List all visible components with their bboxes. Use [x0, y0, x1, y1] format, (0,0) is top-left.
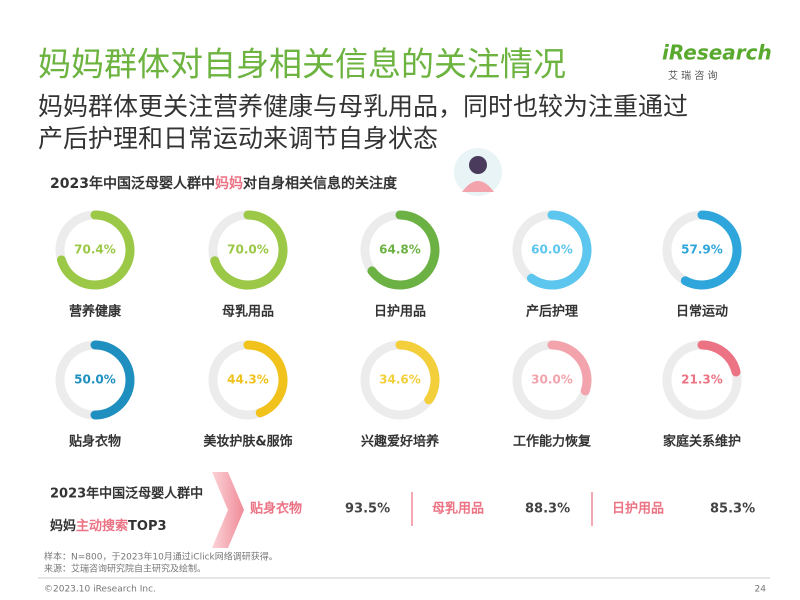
category-label: 家庭关系维护 [663, 434, 741, 450]
value-label: 60.0% [531, 243, 573, 257]
subtitle: 产后护理和日常运动来调节自身状态 [38, 124, 438, 153]
ranking-title-highlight: 主动搜索 [76, 518, 128, 534]
gauge-arc [680, 210, 742, 290]
note: 来源：艾瑞咨询研究院自主研究及绘制。 [44, 563, 206, 575]
value-label: 50.0% [74, 373, 116, 387]
gauge-arc [395, 340, 440, 405]
ranking-title-part: TOP3 [128, 519, 167, 534]
gauge-arc [243, 340, 288, 418]
chevron [212, 472, 244, 548]
value-label: 57.9% [681, 243, 723, 257]
copyright: ©2023.10 iResearch Inc. [44, 585, 156, 595]
category-label: 母乳用品 [222, 304, 274, 320]
category-label: 日常运动 [676, 304, 728, 320]
category-label: 日护用品 [374, 304, 426, 320]
category-label: 贴身衣物 [69, 434, 121, 450]
category-label: 产后护理 [526, 304, 578, 320]
category-label: 兴趣爱好培养 [361, 434, 440, 450]
gauge-arc [697, 340, 741, 377]
value-label: 30.0% [531, 373, 573, 387]
gauges: 70.4% 营养健康 70.0% 母乳用品 64.8% 日护用品 60.0% 产后护理 57.9… [55, 210, 742, 450]
rank-name: 日护用品 [612, 501, 664, 517]
value-label: 21.3% [681, 373, 723, 387]
value-label: 44.3% [227, 373, 269, 387]
ranking-title: 2023年中国泛母婴人群中 [50, 486, 203, 502]
gauge-arc [210, 210, 288, 290]
ranking: 贴身衣物 93.5% 母乳用品 88.3% 日护用品 85.3% [250, 501, 755, 517]
rank-value: 93.5% [345, 502, 390, 517]
page-number: 24 [755, 585, 767, 595]
chart-title-highlight: 妈妈 [215, 175, 243, 192]
subtitle: 妈妈群体更关注营养健康与母乳用品，同时也较为注重通过 [38, 92, 688, 121]
rank-value: 88.3% [525, 502, 570, 517]
gauge-arc [367, 210, 440, 290]
rank-name: 母乳用品 [432, 501, 484, 517]
category-label: 工作能力恢复 [513, 434, 592, 450]
logo-sub: 艾 瑞 咨 询 [668, 69, 718, 82]
value-label: 34.6% [379, 373, 421, 387]
value-label: 64.8% [379, 243, 421, 257]
note: 样本：N=800，于2023年10月通过iClick网络调研获得。 [44, 551, 278, 563]
value-label: 70.0% [227, 243, 269, 257]
category-label: 营养健康 [69, 304, 122, 320]
chart-title-part: 对自身相关信息的关注度 [243, 175, 398, 192]
ranking-title: 妈妈主动搜索TOP3 [50, 518, 167, 534]
category-label: 美妆护肤&服饰 [203, 434, 292, 450]
ranking-title-part: 妈妈 [50, 518, 76, 534]
gauge-arc [547, 340, 592, 396]
chart-title: 2023年中国泛母婴人群中妈妈对自身相关信息的关注度 [50, 175, 398, 192]
gauge-arc [526, 210, 592, 290]
rank-name: 贴身衣物 [250, 501, 302, 517]
gauge-arc [56, 210, 135, 290]
chart-title-part: 2023年中国泛母婴人群中 [50, 175, 215, 192]
logo: iResearch [662, 41, 772, 65]
illustration [454, 148, 502, 196]
value-label: 70.4% [74, 243, 116, 257]
gauge-arc [90, 340, 135, 420]
title: 妈妈群体对自身相关信息的关注情况 [38, 45, 566, 84]
rank-value: 85.3% [710, 502, 755, 517]
